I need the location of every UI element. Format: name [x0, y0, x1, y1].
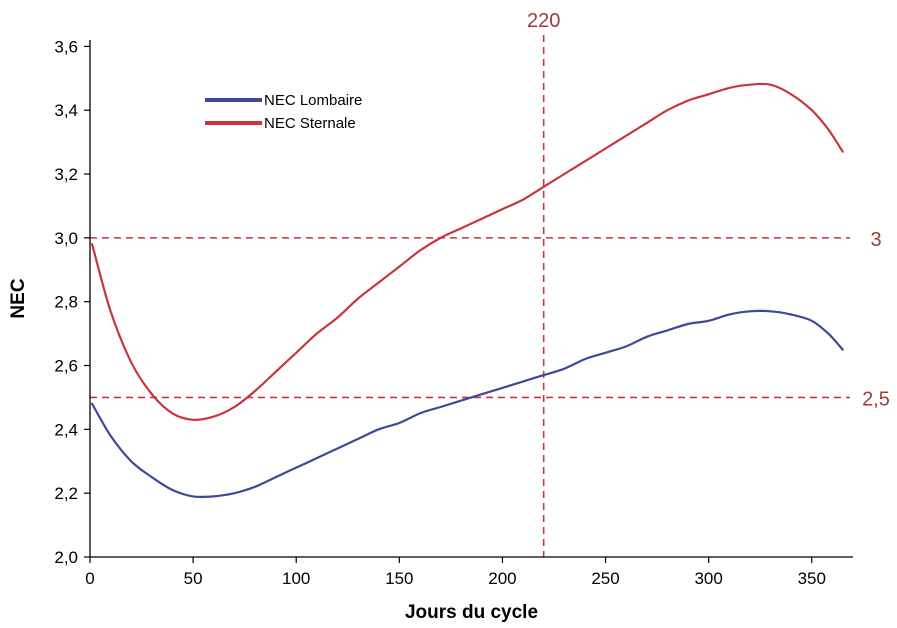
- y-tick-label: 2,2: [54, 484, 78, 503]
- ref-label-y: 3: [870, 229, 881, 251]
- x-tick-label: 350: [798, 569, 826, 588]
- axes: [89, 40, 853, 558]
- legend-label: NEC Sternale: [264, 115, 356, 132]
- x-tick-label: 100: [282, 569, 310, 588]
- x-ticks: 0 50 100 150 200 250 300 350: [85, 557, 826, 588]
- y-tick-label: 2,6: [54, 357, 78, 376]
- x-tick-label: 250: [591, 569, 619, 588]
- x-tick-label: 50: [184, 569, 203, 588]
- legend-label: NEC Lombaire: [264, 92, 362, 109]
- series-line-sternale: [91, 82, 844, 421]
- y-tick-label: 2,4: [54, 420, 78, 439]
- x-tick-label: 200: [488, 569, 516, 588]
- y-tick-label: 3,0: [54, 229, 78, 248]
- legend: NEC Lombaire NEC Sternale: [205, 92, 362, 132]
- y-tick-label: 2,8: [54, 293, 78, 312]
- x-tick-label: 0: [85, 569, 94, 588]
- series-line-lombaire: [91, 309, 844, 499]
- x-tick-label: 300: [694, 569, 722, 588]
- y-tick-label: 3,2: [54, 165, 78, 184]
- y-tick-label: 3,6: [54, 37, 78, 56]
- y-tick-label: 2,0: [54, 548, 78, 567]
- y-ticks: 2,0 2,2 2,4 2,6 2,8 3,0 3,2 3,4 3,6: [54, 37, 90, 567]
- series-group: [91, 82, 844, 499]
- ref-label-y: 2,5: [862, 388, 890, 410]
- x-axis-title: Jours du cycle: [405, 602, 538, 623]
- ref-label-x: 220: [527, 10, 560, 32]
- x-tick-label: 150: [385, 569, 413, 588]
- y-tick-label: 3,4: [54, 101, 78, 120]
- reference-lines: 220 3 2,5: [90, 10, 890, 557]
- y-axis-title: NEC: [8, 278, 29, 318]
